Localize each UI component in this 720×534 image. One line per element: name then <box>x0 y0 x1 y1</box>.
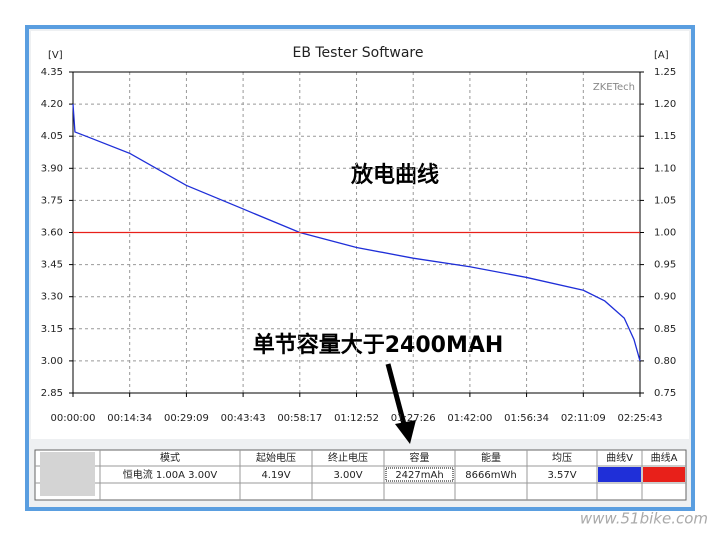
y2-tick-label: 1.20 <box>654 99 676 110</box>
y2-axis-label: [A] <box>654 50 669 61</box>
legend-swatch <box>643 467 685 482</box>
chart-title: EB Tester Software <box>292 45 423 61</box>
table-header: 均压 <box>552 452 572 464</box>
y2-tick-label: 0.85 <box>654 324 676 335</box>
y2-tick-label: 0.75 <box>654 388 676 399</box>
annotation: 单节容量大于2400MAH <box>253 332 504 358</box>
y2-tick-label: 1.10 <box>654 163 676 174</box>
y2-tick-label: 0.80 <box>654 356 676 367</box>
annotation: 放电曲线 <box>350 162 439 188</box>
arrow <box>385 363 408 429</box>
y-tick-label: 4.35 <box>41 67 63 78</box>
y2-tick-label: 1.15 <box>654 131 676 142</box>
y-tick-label: 3.30 <box>41 292 63 303</box>
y-axis-label: [V] <box>48 50 63 61</box>
x-tick-label: 00:00:00 <box>51 413 96 424</box>
table-cell: 8666mWh <box>465 470 516 481</box>
table-header: 容量 <box>410 451 430 464</box>
x-tick-label: 00:29:09 <box>164 413 209 424</box>
table-header: 起始电压 <box>256 451 296 464</box>
table-header: 终止电压 <box>328 451 368 464</box>
x-tick-label: 01:27:26 <box>391 413 436 424</box>
y-tick-label: 4.20 <box>41 99 63 110</box>
table-cell: 3.00V <box>333 470 362 481</box>
x-tick-label: 01:42:00 <box>447 413 492 424</box>
watermark: ZKETech <box>593 82 635 93</box>
x-tick-label: 01:12:52 <box>334 413 379 424</box>
x-tick-label: 02:25:43 <box>618 413 663 424</box>
y-tick-label: 3.90 <box>41 163 63 174</box>
blurred-cell <box>40 452 95 496</box>
table: 模式 起始电压 终止电压 容量 能量 均压 曲线V 曲线A 恒电流 1.00A 3.00V 4.1… <box>34 449 687 501</box>
table-cell: 2427mAh <box>395 470 443 481</box>
y-tick-label: 2.85 <box>41 388 63 399</box>
series-line <box>72 104 641 362</box>
table-header: 曲线V <box>606 451 633 464</box>
y-tick-label: 3.15 <box>41 324 63 335</box>
x-tick-label: 00:58:17 <box>277 413 322 424</box>
y-tick-label: 3.60 <box>41 228 63 239</box>
y2-tick-label: 0.90 <box>654 292 676 303</box>
chart-panel <box>31 31 689 439</box>
x-tick-label: 00:43:43 <box>221 413 266 424</box>
y-tick-label: 3.75 <box>41 195 63 206</box>
table-cell: 恒电流 1.00A 3.00V <box>123 468 218 481</box>
y-tick-label: 3.45 <box>41 260 63 271</box>
y2-tick-label: 1.25 <box>654 67 676 78</box>
y-tick-label: 4.05 <box>41 131 63 142</box>
x-tick-label: 01:56:34 <box>504 413 549 424</box>
legend-swatch <box>598 467 641 482</box>
table-header: 曲线A <box>651 451 678 464</box>
y2-tick-label: 1.05 <box>654 195 676 206</box>
y2-tick-label: 1.00 <box>654 228 676 239</box>
footer-watermark: www.51bike.com <box>580 510 708 528</box>
table-cell: 4.19V <box>261 470 290 481</box>
table-bg <box>34 449 687 501</box>
table-header: 能量 <box>481 451 501 464</box>
arrow-head <box>395 420 416 444</box>
y2-tick-label: 0.95 <box>654 260 676 271</box>
x-tick-label: 00:14:34 <box>107 413 152 424</box>
table-header: 模式 <box>160 451 180 464</box>
x-tick-label: 02:11:09 <box>561 413 606 424</box>
table-cell: 3.57V <box>547 470 576 481</box>
y-tick-label: 3.00 <box>41 356 63 367</box>
